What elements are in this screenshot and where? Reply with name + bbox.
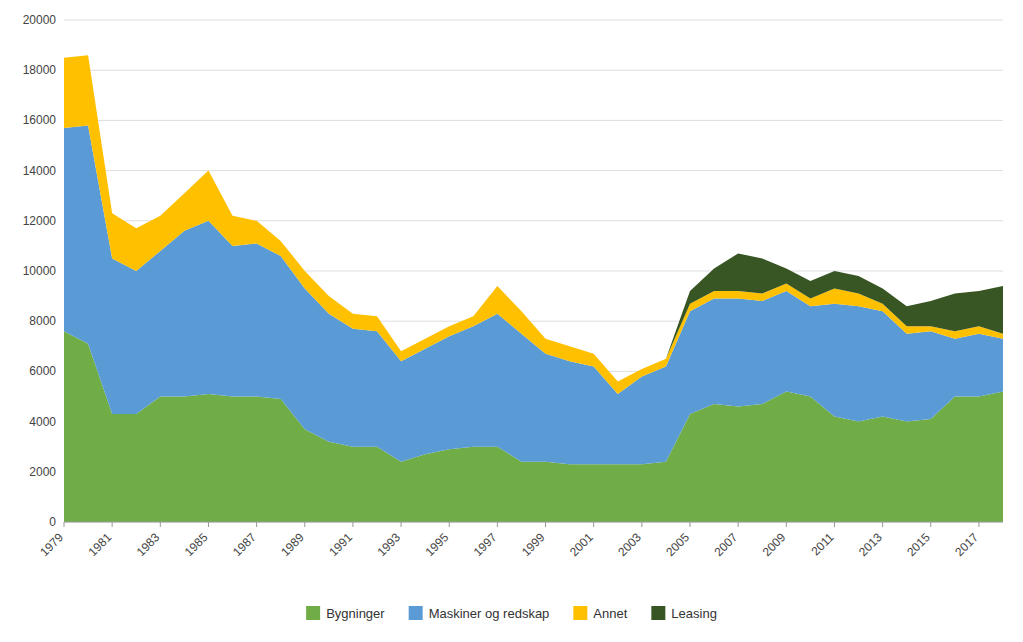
x-tick-label: 1999 <box>519 530 548 559</box>
area-series <box>64 55 1003 381</box>
y-tick-label: 8000 <box>29 314 56 328</box>
x-tick <box>256 522 257 527</box>
x-tick-label: 2001 <box>567 530 596 559</box>
x-tick <box>545 522 546 527</box>
x-tick-label: 1997 <box>471 530 500 559</box>
x-tick <box>497 522 498 527</box>
legend-label: Annet <box>593 606 627 621</box>
legend-label: Bygninger <box>326 606 385 621</box>
x-tick <box>786 522 787 527</box>
x-tick-label: 1981 <box>85 530 114 559</box>
grid-line <box>64 170 1003 171</box>
x-tick-label: 2017 <box>952 530 981 559</box>
legend-label: Leasing <box>671 606 717 621</box>
legend-swatch <box>409 606 423 620</box>
x-tick-label: 2009 <box>760 530 789 559</box>
y-tick-label: 6000 <box>29 364 56 378</box>
area-series <box>64 55 1003 394</box>
legend: Bygninger Maskiner og redskap Annet Leasing <box>306 606 717 621</box>
x-tick <box>834 522 835 527</box>
x-tick <box>304 522 305 527</box>
y-tick-label: 0 <box>49 515 56 529</box>
y-grid: 0 2000 4000 6000 8000 10000 12000 14000 16000 180… <box>23 13 1003 529</box>
x-tick <box>882 522 883 527</box>
grid-line <box>64 20 1003 21</box>
y-tick-label: 20000 <box>23 13 57 27</box>
y-tick-label: 12000 <box>23 214 57 228</box>
x-tick-label: 2003 <box>615 530 644 559</box>
x-tick-label: 2015 <box>904 530 933 559</box>
grid-line <box>64 120 1003 121</box>
x-tick <box>690 522 691 527</box>
x-tick <box>978 522 979 527</box>
x-tick <box>64 522 65 527</box>
x-tick-label: 2011 <box>808 530 836 558</box>
legend-swatch <box>573 606 587 620</box>
y-tick-label: 14000 <box>23 164 57 178</box>
x-tick-label: 1989 <box>278 530 307 559</box>
x-tick <box>593 522 594 527</box>
x-tick <box>641 522 642 527</box>
legend-swatch <box>651 606 665 620</box>
x-tick <box>112 522 113 527</box>
x-tick-label: 1979 <box>37 530 66 559</box>
x-tick <box>352 522 353 527</box>
x-tick <box>208 522 209 527</box>
y-tick-label: 4000 <box>29 415 56 429</box>
x-tick <box>160 522 161 527</box>
x-tick-label: 1983 <box>134 530 163 559</box>
x-tick <box>401 522 402 527</box>
areas <box>64 55 1003 522</box>
x-tick-label: 2005 <box>663 530 692 559</box>
x-tick-label: 1995 <box>423 530 452 559</box>
x-axis-line <box>64 522 1003 523</box>
grid-line <box>64 522 1003 523</box>
x-tick-label: 1993 <box>374 530 403 559</box>
x-tick <box>930 522 931 527</box>
x-tick <box>449 522 450 527</box>
y-tick-label: 18000 <box>23 63 57 77</box>
chart: 0 2000 4000 6000 8000 10000 12000 14000 16000 180… <box>0 0 1023 642</box>
x-tick-label: 2013 <box>856 530 885 559</box>
legend-swatch <box>306 606 320 620</box>
x-axis: 1979 1981 1983 1985 1987 1989 1991 1993 1995 1997… <box>37 522 1003 559</box>
x-tick-label: 1987 <box>230 530 259 559</box>
legend-label: Maskiner og redskap <box>429 606 550 621</box>
x-tick-label: 1991 <box>326 530 355 559</box>
x-tick <box>738 522 739 527</box>
y-tick-label: 16000 <box>23 113 57 127</box>
grid-line <box>64 70 1003 71</box>
x-tick-label: 1985 <box>182 530 211 559</box>
x-tick-label: 2007 <box>711 530 740 559</box>
y-tick-label: 10000 <box>23 264 57 278</box>
y-tick-label: 2000 <box>29 465 56 479</box>
